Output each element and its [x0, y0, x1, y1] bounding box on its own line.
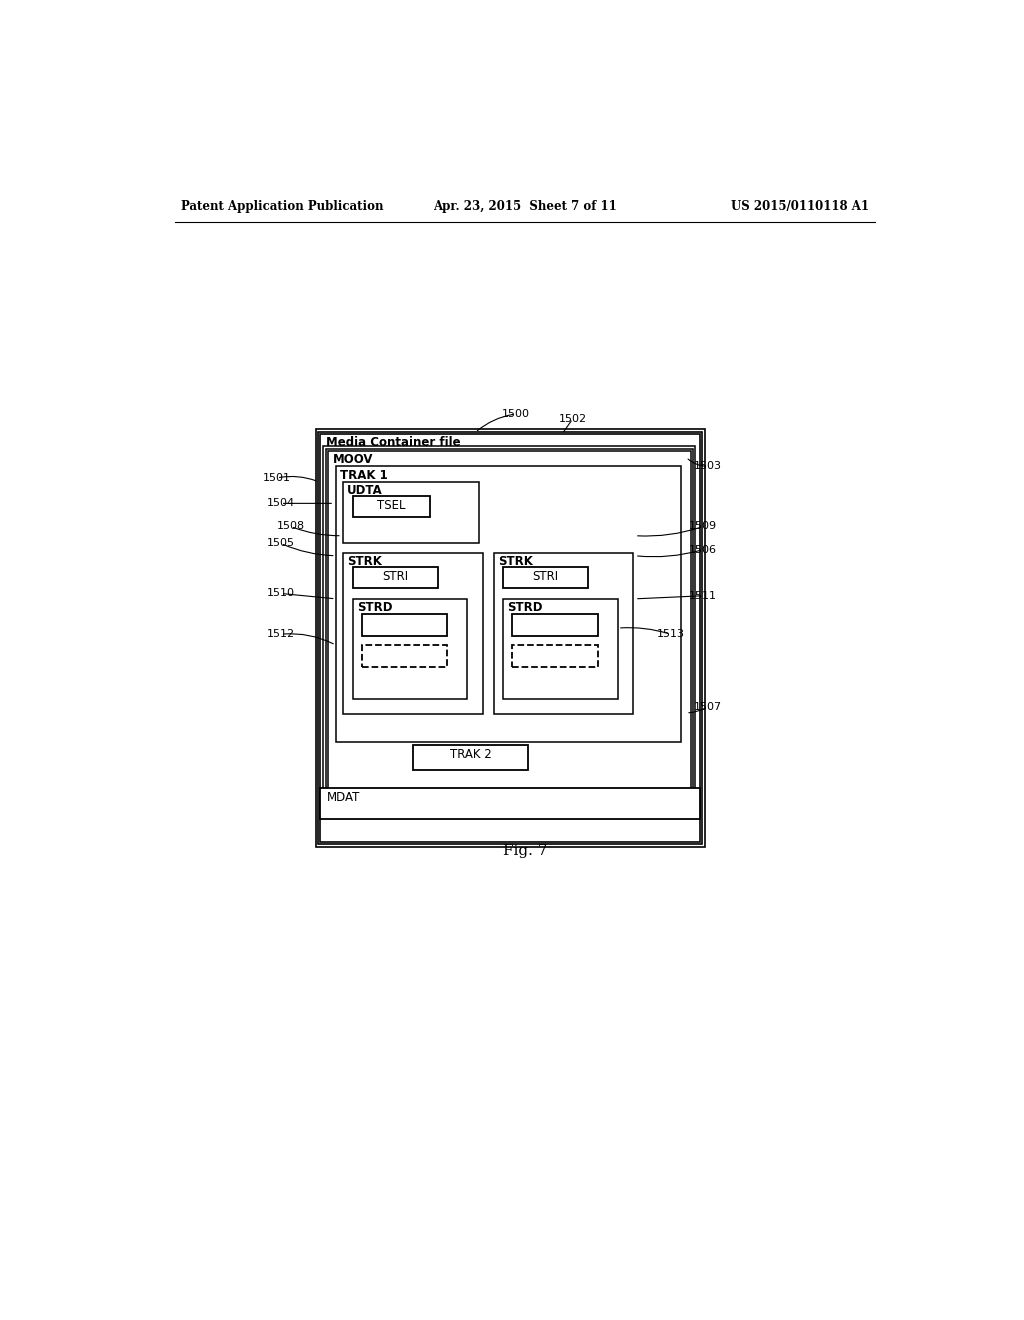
Text: 1513: 1513	[656, 630, 684, 639]
Bar	[352, 599, 467, 700]
Bar	[343, 482, 479, 544]
Text: 1503: 1503	[693, 462, 722, 471]
Text: TRAK 2: TRAK 2	[450, 748, 492, 762]
Text: Apr. 23, 2015  Sheet 7 of 11: Apr. 23, 2015 Sheet 7 of 11	[433, 199, 616, 213]
Text: 1508: 1508	[276, 521, 305, 532]
Text: STRK: STRK	[347, 554, 382, 568]
Text: TSTB: TSTB	[390, 648, 420, 661]
Text: TSTB: TSTB	[540, 648, 570, 661]
Bar	[512, 614, 598, 636]
Bar	[326, 449, 693, 804]
Text: 1502: 1502	[559, 413, 587, 424]
Bar	[315, 429, 705, 847]
Text: STRI: STRI	[532, 570, 559, 582]
Text: STRD: STRD	[507, 601, 543, 614]
Text: 1500: 1500	[502, 409, 529, 418]
Text: Fig. 7: Fig. 7	[503, 843, 547, 858]
Text: STRD: STRD	[356, 601, 392, 614]
Text: TSEL: TSEL	[377, 499, 406, 512]
Bar	[362, 645, 447, 667]
Text: 1505: 1505	[266, 539, 295, 548]
Text: MOOV: MOOV	[333, 453, 373, 466]
Bar	[324, 446, 695, 807]
Text: 1506: 1506	[689, 545, 717, 554]
Bar	[317, 432, 702, 845]
Text: Media Container file: Media Container file	[326, 437, 460, 449]
Bar	[336, 466, 681, 742]
Text: MDAT: MDAT	[327, 792, 359, 804]
Bar	[512, 645, 598, 667]
Text: 1509: 1509	[689, 521, 717, 532]
Text: STRI: STRI	[382, 570, 409, 582]
Text: STRK: STRK	[498, 554, 532, 568]
Bar	[321, 788, 700, 818]
Text: 1512: 1512	[266, 630, 295, 639]
Text: STSG: STSG	[389, 618, 420, 631]
Text: US 2015/0110118 A1: US 2015/0110118 A1	[731, 199, 869, 213]
Bar	[352, 496, 430, 517]
Text: 1510: 1510	[266, 589, 295, 598]
Text: Patent Application Publication: Patent Application Publication	[180, 199, 383, 213]
Bar	[503, 599, 617, 700]
Bar	[321, 434, 700, 842]
Bar	[503, 566, 589, 589]
Bar	[328, 451, 690, 801]
Text: UDTA: UDTA	[347, 484, 383, 498]
Bar	[362, 614, 447, 636]
Bar	[352, 566, 438, 589]
Text: 1501: 1501	[263, 473, 291, 483]
Bar	[494, 553, 633, 714]
Text: 1511: 1511	[689, 591, 717, 601]
Text: STSG: STSG	[540, 618, 570, 631]
Bar	[414, 744, 528, 770]
Text: 1504: 1504	[266, 499, 295, 508]
Text: 1507: 1507	[693, 702, 722, 711]
Bar	[343, 553, 483, 714]
Text: TRAK 1: TRAK 1	[340, 469, 388, 482]
